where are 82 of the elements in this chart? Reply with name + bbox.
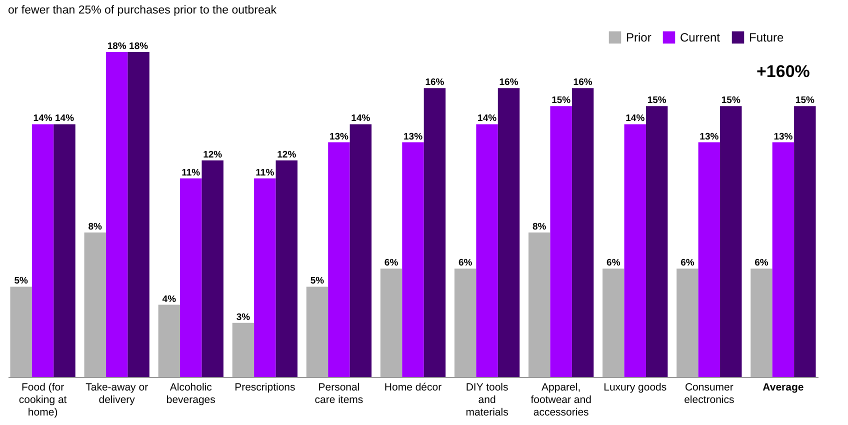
bar (528, 232, 550, 377)
data-label: 14% (55, 113, 75, 124)
annotation: +160% (756, 62, 810, 81)
data-label: 12% (203, 149, 223, 160)
x-tick-label: Apparel, footwear and accessories (530, 382, 592, 418)
x-tick-label: Luxury goods (604, 382, 667, 394)
data-label: 5% (14, 276, 28, 287)
x-tick-label: Consumer electronics (684, 382, 734, 406)
data-label: 15% (795, 95, 815, 106)
bar (350, 124, 372, 377)
data-label: 14% (626, 113, 646, 124)
bar (276, 160, 298, 377)
data-label: 3% (236, 312, 251, 323)
x-tick-label: Average (762, 382, 804, 394)
data-label: 18% (107, 41, 127, 52)
data-label: 15% (552, 95, 572, 106)
data-label: 6% (680, 258, 695, 269)
data-label: 14% (351, 113, 371, 124)
bar (794, 106, 816, 377)
data-label: 8% (532, 222, 547, 233)
bar (424, 88, 446, 377)
x-tick-label: DIY tools and materials (466, 382, 508, 418)
bar (232, 322, 254, 377)
bar (10, 286, 32, 377)
bar (646, 106, 668, 377)
data-label: 5% (310, 276, 325, 287)
data-label: 13% (774, 131, 794, 142)
data-label: 16% (573, 77, 593, 88)
bar (676, 268, 698, 377)
x-tick-label: Prescriptions (234, 382, 296, 394)
bar (498, 88, 520, 377)
bar (306, 286, 328, 377)
legend-label: Prior (626, 30, 652, 44)
bar (476, 124, 498, 377)
x-tick-label: Home décor (384, 382, 442, 394)
bar (254, 178, 276, 377)
data-label: 18% (129, 41, 149, 52)
bar (572, 88, 594, 377)
data-label: 13% (700, 131, 720, 142)
data-label: 16% (499, 77, 519, 88)
data-label: 14% (33, 113, 53, 124)
data-label: 11% (182, 167, 201, 178)
data-label: 16% (425, 77, 445, 88)
bar (550, 106, 572, 377)
x-tick-label: Take-away or delivery (86, 382, 149, 406)
bar (772, 142, 794, 377)
bar (402, 142, 424, 377)
x-tick-label: Food (for cooking at home) (18, 382, 67, 418)
data-label: 13% (329, 131, 350, 142)
bar (380, 268, 402, 377)
bar (328, 142, 350, 377)
data-label: 13% (403, 131, 424, 142)
legend-label: Current (680, 30, 721, 44)
bar (454, 268, 476, 377)
data-label: 12% (277, 149, 297, 160)
bar (750, 268, 772, 377)
bar (202, 160, 224, 377)
data-label: 6% (458, 258, 473, 269)
data-label: 15% (647, 95, 667, 106)
bar (720, 106, 742, 377)
data-label: 4% (162, 294, 177, 305)
bar (158, 304, 180, 377)
chart-subtitle: or fewer than 25% of purchases prior to the outbreak (8, 4, 277, 16)
bar (128, 52, 150, 377)
data-label: 6% (606, 258, 621, 269)
bar (32, 124, 54, 377)
data-label: 14% (478, 113, 498, 124)
bar (180, 178, 202, 377)
bar (624, 124, 646, 377)
bar (602, 268, 624, 377)
data-label: 6% (384, 258, 399, 269)
x-tick-label: Personal care items (314, 382, 364, 406)
bar (698, 142, 720, 377)
data-label: 15% (721, 95, 741, 106)
x-tick-label: Alcoholic beverages (166, 382, 216, 406)
bar (106, 52, 128, 377)
bar (54, 124, 76, 377)
data-label: 8% (88, 222, 103, 233)
data-label: 11% (256, 167, 275, 178)
data-label: 6% (754, 258, 769, 269)
bar (84, 232, 106, 377)
legend-label: Future (749, 30, 784, 44)
